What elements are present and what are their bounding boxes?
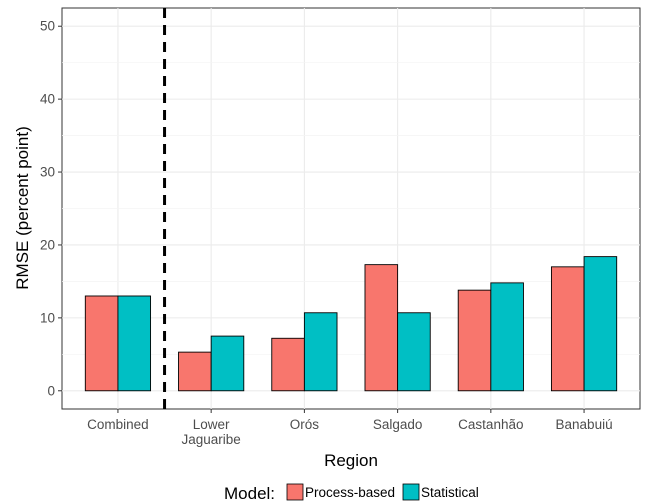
y-tick-label: 50 [40, 19, 55, 34]
legend-label-statistical: Statistical [421, 485, 479, 500]
y-axis-ticks: 0 10 20 30 40 50 [40, 19, 62, 398]
bar-statistical [583, 256, 618, 392]
bar-statistical [490, 282, 524, 392]
x-tick-label: Castanhão [458, 417, 523, 432]
x-tick-label: Banabuiú [556, 417, 613, 432]
legend: Model: Process-based Statistical [224, 483, 479, 503]
x-axis-title: Region [324, 451, 378, 470]
x-tick-label: Combined [87, 417, 149, 432]
y-tick-label: 40 [40, 92, 55, 107]
x-tick-label: Orós [290, 417, 320, 432]
bar-statistical [210, 335, 245, 392]
minor-gridlines [62, 62, 640, 355]
bar-statistical [117, 295, 152, 392]
legend-title: Model: [224, 484, 275, 503]
x-tick-label: Salgado [373, 417, 423, 432]
y-tick-label: 20 [40, 237, 55, 252]
bars [84, 256, 618, 392]
bar-process-based [457, 289, 492, 392]
bar-process-based [84, 295, 119, 392]
bar-process-based [271, 337, 305, 392]
legend-key-statistical [402, 483, 420, 501]
bar-process-based [550, 266, 585, 392]
x-tick-label: Lower [193, 417, 230, 432]
legend-key-process-based [286, 483, 304, 501]
bar-process-based [178, 351, 212, 392]
y-tick-label: 0 [47, 383, 55, 398]
bar-statistical [303, 312, 338, 392]
y-axis-title: RMSE (percent point) [13, 126, 32, 289]
x-tick-label: Jaguaribe [182, 432, 241, 447]
bar-process-based [364, 264, 399, 392]
y-tick-label: 30 [40, 165, 55, 180]
bar-statistical [397, 312, 431, 392]
y-tick-label: 10 [40, 310, 55, 325]
legend-label-process-based: Process-based [305, 485, 395, 500]
